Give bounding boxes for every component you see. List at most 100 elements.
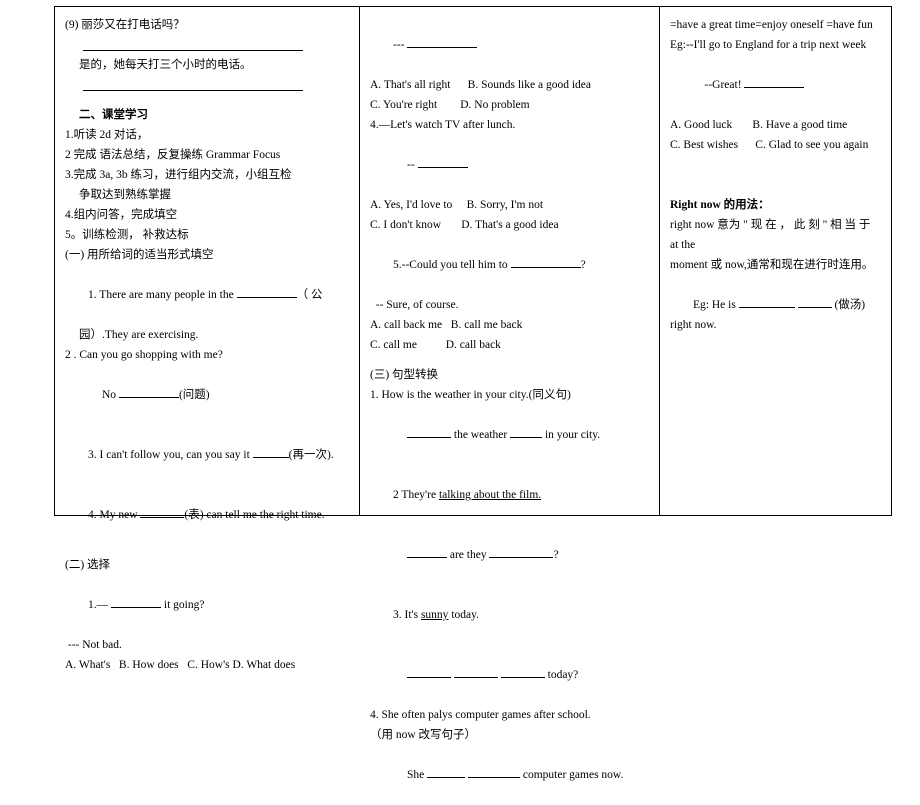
- q4-opts-b: C. I don't know D. That's a good idea: [370, 215, 649, 235]
- step-3: 3.完成 3a, 3b 练习，进行组内交流，小组互检: [65, 165, 349, 185]
- l5: C. Best wishes C. Glad to see you again: [670, 135, 881, 155]
- worksheet-frame: (9) 丽莎又在打电话吗？ 是的，她每天打三个小时的电话。 二、课堂学习 1.听…: [54, 6, 892, 516]
- p1-q2: 2 . Can you go shopping with me?: [65, 345, 349, 365]
- text: it going?: [161, 599, 204, 611]
- text: 5.--Could you tell him to: [393, 259, 511, 271]
- blank: [407, 36, 477, 48]
- blank: [427, 766, 465, 778]
- text: Eg: He is: [693, 299, 739, 311]
- t1: 1. How is the weather in your city.(同义句): [370, 385, 649, 405]
- q5-opts-a: A. call back me B. call me back: [370, 315, 649, 335]
- p1-q2b: No (问题): [65, 365, 349, 425]
- blank: [489, 546, 553, 558]
- text: ?: [553, 549, 558, 561]
- q5-reply: -- Sure, of course.: [370, 295, 649, 315]
- q4: 4.—Let's watch TV after lunch.: [370, 115, 649, 135]
- t4-note: （用 now 改写句子）: [370, 725, 649, 745]
- c1-q1-reply: --- Not bad.: [65, 635, 349, 655]
- t4: 4. She often palys computer games after …: [370, 705, 649, 725]
- blank: [418, 156, 468, 168]
- column-3: =have a great time=enjoy oneself =have f…: [660, 7, 891, 515]
- part1-title: (一) 用所给词的适当形式填空: [65, 245, 349, 265]
- opts-1b: C. You're right D. No problem: [370, 95, 649, 115]
- text: today.: [448, 609, 479, 621]
- blank: [454, 666, 498, 678]
- text: ?: [581, 259, 586, 271]
- t1b: the weather in your city.: [370, 405, 649, 465]
- text: --: [407, 159, 418, 171]
- step-4: 4.组内问答，完成填空: [65, 205, 349, 225]
- blank: [510, 426, 542, 438]
- p1-q1b: 园）.They are exercising.: [65, 325, 349, 345]
- c1-q1-opts: A. What's B. How does C. How's D. What d…: [65, 655, 349, 675]
- column-1: (9) 丽莎又在打电话吗？ 是的，她每天打三个小时的电话。 二、课堂学习 1.听…: [55, 7, 360, 515]
- blank: [237, 286, 297, 298]
- blank-line: [83, 37, 303, 51]
- step-1: 1.听读 2d 对话，: [65, 125, 349, 145]
- l1: =have a great time=enjoy oneself =have f…: [670, 15, 881, 35]
- l3: --Great!: [670, 55, 881, 115]
- blank: [111, 596, 161, 608]
- text: (问题): [179, 389, 210, 401]
- p1-q1: 1. There are many people in the （ 公: [65, 265, 349, 325]
- blank: [468, 766, 520, 778]
- blank: [739, 296, 795, 308]
- t2b: are they ?: [370, 525, 649, 585]
- text: 3. I can't follow you, can you say it: [88, 449, 253, 461]
- l4: A. Good luck B. Have a good time: [670, 115, 881, 135]
- step-3b: 争取达到熟练掌握: [65, 185, 349, 205]
- step-2: 2 完成 语法总结，反复操练 Grammar Focus: [65, 145, 349, 165]
- spacer: [670, 155, 881, 195]
- part2-title: (二) 选择: [65, 555, 349, 575]
- blank: [798, 296, 832, 308]
- right-now-title: Right now 的用法：: [670, 195, 881, 215]
- spacer: [370, 355, 649, 365]
- t4b: She computer games now.: [370, 745, 649, 805]
- text: computer games now.: [520, 769, 623, 781]
- text: are they: [447, 549, 489, 561]
- blank: [407, 426, 451, 438]
- p1-q4: 4. My new (表) can tell me the right time…: [65, 485, 349, 545]
- t3b: today?: [370, 645, 649, 705]
- text: (再一次).: [289, 449, 334, 461]
- q5: 5.--Could you tell him to ?: [370, 235, 649, 295]
- text: 1.—: [88, 599, 111, 611]
- blank: [407, 666, 451, 678]
- t3: 3. It's sunny today.: [370, 585, 649, 645]
- text: (表) can tell me the right time.: [184, 509, 324, 521]
- underline-text: talking about the film.: [439, 489, 541, 501]
- blank: [511, 256, 581, 268]
- rn-eg: Eg: He is (做汤) right now.: [670, 275, 881, 355]
- blank: [119, 386, 179, 398]
- blank: [407, 546, 447, 558]
- c1-q1: 1.— it going?: [65, 575, 349, 635]
- q4-dash: --: [370, 135, 649, 195]
- text: She: [407, 769, 427, 781]
- section-2-title: 二、课堂学习: [65, 105, 349, 125]
- p1-q3: 3. I can't follow you, can you say it (再…: [65, 425, 349, 485]
- blank: [140, 506, 184, 518]
- part3-title: (三) 句型转换: [370, 365, 649, 385]
- text: --Great!: [693, 79, 744, 91]
- text: 2 They're: [393, 489, 439, 501]
- q5-opts-b: C. call me D. call back: [370, 335, 649, 355]
- text: in your city.: [542, 429, 600, 441]
- underline-text: sunny: [421, 609, 448, 621]
- text: （ 公: [297, 289, 323, 301]
- q4-opts-a: A. Yes, I'd love to B. Sorry, I'm not: [370, 195, 649, 215]
- text: today?: [545, 669, 579, 681]
- blank-line: [83, 77, 303, 91]
- column-2: --- A. That's all right B. Sounds like a…: [360, 7, 660, 515]
- q9-answer: 是的，她每天打三个小时的电话。: [65, 55, 349, 75]
- blank: [501, 666, 545, 678]
- t2: 2 They're talking about the film.: [370, 465, 649, 525]
- spacer: [65, 545, 349, 555]
- l2: Eg:--I'll go to England for a trip next …: [670, 35, 881, 55]
- step-5: 5。训练检测， 补救达标: [65, 225, 349, 245]
- blank: [253, 446, 289, 458]
- text: ---: [393, 39, 407, 51]
- blank: [744, 76, 804, 88]
- q9-title: (9) 丽莎又在打电话吗？: [65, 15, 349, 35]
- dash-blank: ---: [370, 15, 649, 75]
- spacer: [65, 95, 349, 105]
